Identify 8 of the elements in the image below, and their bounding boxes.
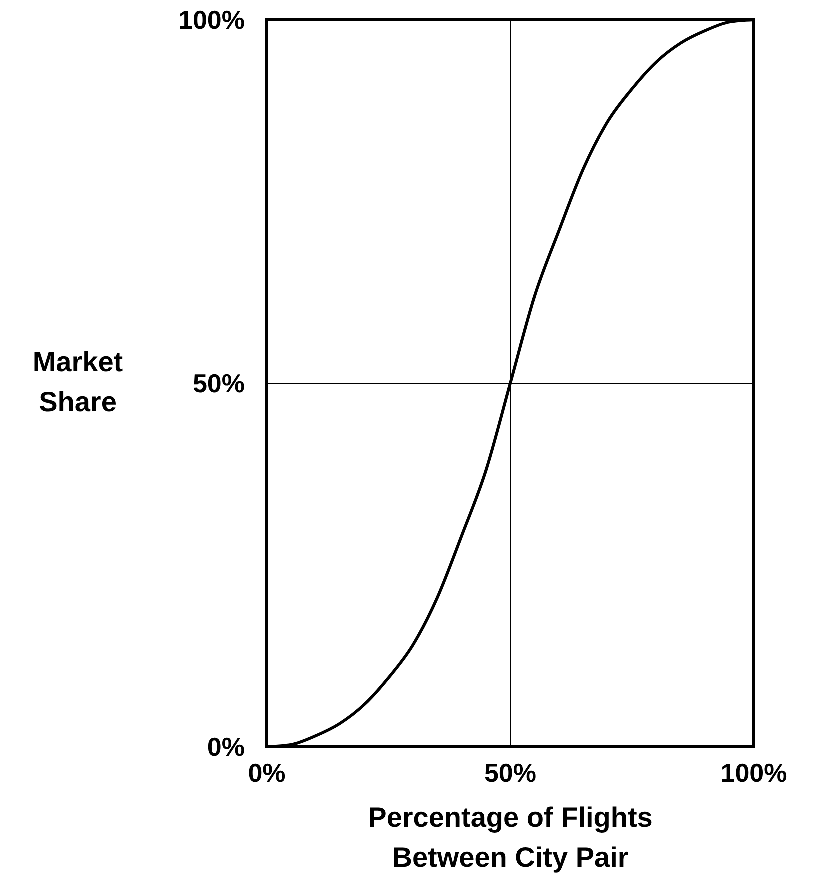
y-tick-label: 50%	[192, 368, 245, 398]
x-tick-label: 50%	[484, 758, 537, 788]
x-axis-title: Percentage of Flights Between City Pair	[368, 802, 653, 873]
y-tick-label: 0%	[207, 732, 245, 762]
x-tick-label: 0%	[248, 758, 286, 788]
y-axis-title: Market Share	[32, 346, 124, 418]
x-tick-label: 100%	[720, 758, 788, 788]
y-tick-label: 100%	[178, 5, 245, 35]
